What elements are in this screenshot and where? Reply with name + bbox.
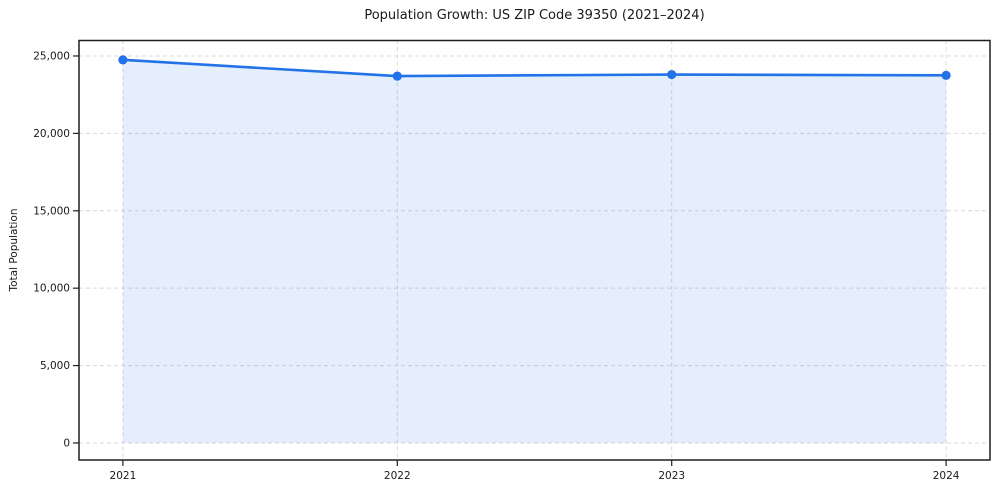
data-point-2021: [118, 55, 128, 65]
y-tick-label: 5,000: [40, 360, 70, 372]
x-tick-label: 2021: [110, 470, 137, 482]
data-point-2022: [392, 71, 402, 81]
y-tick-label: 25,000: [33, 50, 70, 62]
x-tick-label: 2024: [933, 470, 960, 482]
data-point-2024: [941, 70, 951, 80]
x-tick-label: 2023: [658, 470, 685, 482]
x-tick-label: 2022: [384, 470, 411, 482]
chart-title: Population Growth: US ZIP Code 39350 (20…: [364, 8, 705, 23]
y-tick-label: 10,000: [33, 283, 70, 295]
y-tick-label: 20,000: [33, 128, 70, 140]
area-fill: [122, 59, 947, 443]
plot-border: [78, 39, 991, 461]
y-tick-label: 0: [63, 437, 70, 449]
y-axis-label: Total Population: [8, 208, 20, 292]
plot-layers: 0 5,000 10,000 15,000 20,000 25,000 2021 2022 20…: [33, 39, 991, 482]
data-point-2023: [667, 69, 677, 80]
y-tick-label: 15,000: [33, 205, 70, 217]
population-line: [121, 58, 948, 78]
